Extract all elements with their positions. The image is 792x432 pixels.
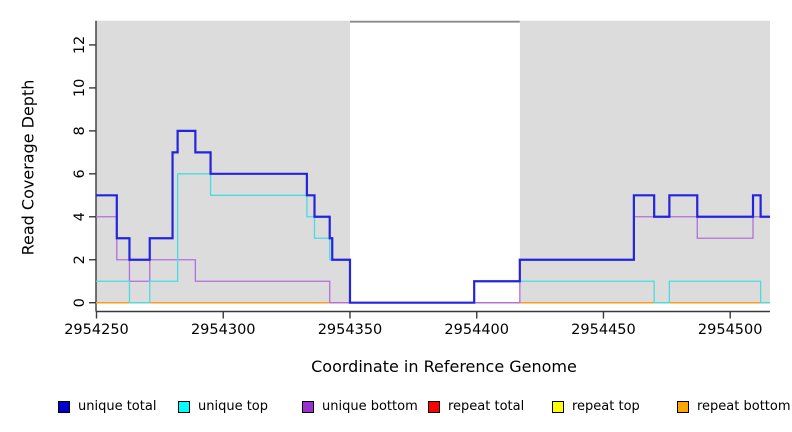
x-tick-label: 2954300 [191,322,256,338]
legend-label: unique top [198,399,269,414]
legend-label: repeat bottom [697,399,791,414]
y-tick-label: 2 [72,255,88,264]
legend-item-repeat-bottom: repeat bottom [677,399,791,415]
y-tick-label: 4 [72,212,88,221]
legend-swatch-square-icon [178,401,190,413]
legend-label: repeat top [572,399,640,414]
y-tick-label: 6 [72,169,88,178]
series-line-unique-bottom [96,216,770,304]
legend-label: unique total [78,399,157,414]
legend-swatch-square-icon [58,401,70,413]
x-tick-label: 2954500 [698,322,763,338]
x-tick-label: 2954450 [571,322,636,338]
x-tick-label: 2954250 [64,322,129,338]
legend-item-repeat-total: repeat total [428,399,524,415]
x-axis-title-text: Coordinate in Reference Genome [311,357,577,376]
x-tick-label: 2954350 [318,322,383,338]
legend-label: unique bottom [322,399,418,414]
y-tick-label: 0 [72,298,88,307]
series-line-unique-top [96,173,770,304]
legend-swatch-square-icon [302,401,314,413]
covered-region-right [519,20,770,303]
legend-swatch-square-icon [552,401,564,413]
covered-region-left [96,20,350,303]
y-tick-label: 12 [72,36,88,54]
legend-item-unique-top: unique top [178,399,268,415]
gap-region [349,20,520,303]
legend-swatch-square-icon [677,401,689,413]
y-tick-label: 8 [72,126,88,135]
y-axis-title: Read Coverage Depth [18,79,38,256]
legend-item-repeat-top: repeat top [552,399,640,415]
x-axis-title: Coordinate in Reference Genome [0,357,792,376]
y-tick-label: 10 [72,79,88,97]
x-tick-label: 2954400 [444,322,509,338]
chart-legend: unique total unique top unique bottom re… [0,399,792,417]
legend-label: repeat total [448,399,525,414]
series-line-unique-total [96,129,770,304]
legend-item-unique-bottom: unique bottom [302,399,418,415]
legend-swatch-square-icon [428,401,440,413]
legend-item-unique-total: unique total [58,399,156,415]
